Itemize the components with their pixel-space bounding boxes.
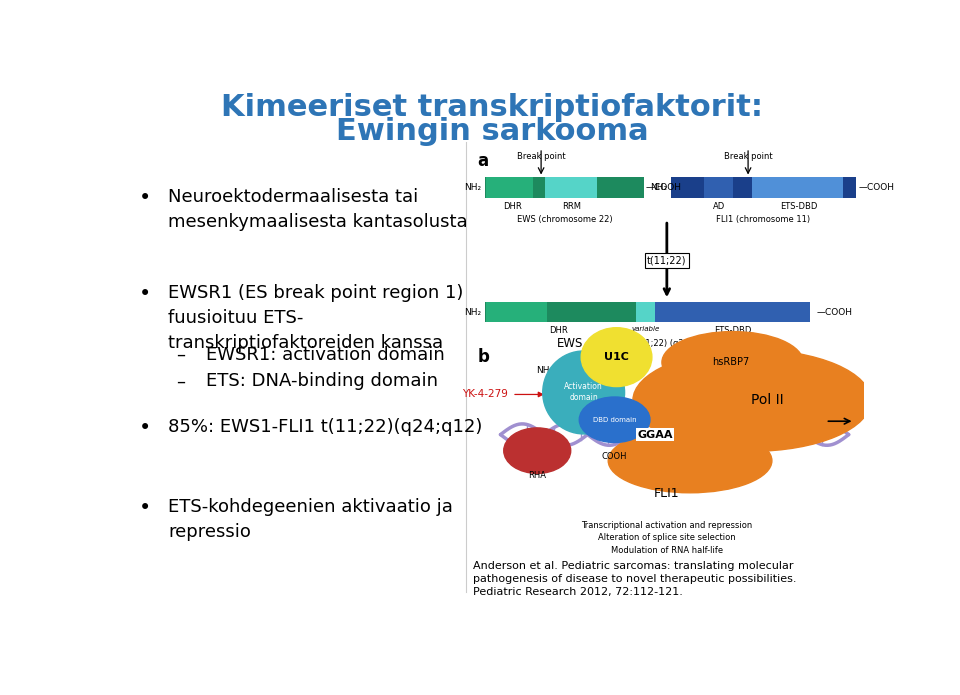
Text: Ewingin sarkooma: Ewingin sarkooma <box>336 117 648 146</box>
FancyBboxPatch shape <box>636 302 656 322</box>
Text: variable: variable <box>632 327 660 332</box>
FancyBboxPatch shape <box>752 177 843 198</box>
FancyBboxPatch shape <box>671 177 856 198</box>
Text: •: • <box>138 188 151 208</box>
FancyBboxPatch shape <box>704 177 732 198</box>
FancyBboxPatch shape <box>485 177 643 198</box>
Text: FLI1 (chromosome 11): FLI1 (chromosome 11) <box>716 215 810 224</box>
Text: RHA: RHA <box>528 471 546 480</box>
Text: EWS (chromosome 22): EWS (chromosome 22) <box>516 215 612 224</box>
Text: ETS-kohdegeenien aktivaatio ja
repressio: ETS-kohdegeenien aktivaatio ja repressio <box>168 498 453 541</box>
FancyBboxPatch shape <box>487 177 534 198</box>
FancyBboxPatch shape <box>545 177 597 198</box>
Text: EWS: EWS <box>557 337 584 350</box>
Ellipse shape <box>579 397 650 443</box>
Text: hsRBP7: hsRBP7 <box>712 357 750 368</box>
Text: a: a <box>477 152 489 170</box>
Text: U1C: U1C <box>604 352 629 362</box>
Text: Transcriptional activation and repression
Alteration of splice site selection
Mo: Transcriptional activation and repressio… <box>581 521 753 555</box>
Text: ETS: DNA-binding domain: ETS: DNA-binding domain <box>205 373 438 391</box>
Ellipse shape <box>662 332 804 393</box>
Text: DBD domain: DBD domain <box>592 417 636 423</box>
Text: FLI1: FLI1 <box>654 486 680 500</box>
Text: NH₂: NH₂ <box>650 183 667 192</box>
Text: —COOH: —COOH <box>858 183 895 192</box>
Text: COOH: COOH <box>602 452 628 461</box>
Text: ETS-DBD: ETS-DBD <box>780 202 817 211</box>
FancyBboxPatch shape <box>487 302 547 322</box>
Text: GGAA: GGAA <box>637 430 673 440</box>
Text: —COOH: —COOH <box>646 183 682 192</box>
Ellipse shape <box>504 428 570 473</box>
Ellipse shape <box>581 328 652 386</box>
Text: 85%: EWS1-FLI1 t(11;22)(q24;q12): 85%: EWS1-FLI1 t(11;22)(q24;q12) <box>168 418 483 436</box>
Text: DHR: DHR <box>549 327 568 336</box>
Text: EWSR1 (ES break point region 1)
fuusioituu ETS-
transkriptiofaktoreiden kanssa: EWSR1 (ES break point region 1) fuusioit… <box>168 284 464 352</box>
Text: YK-4-279: YK-4-279 <box>463 389 508 400</box>
Text: •: • <box>138 284 151 304</box>
Text: –: – <box>176 373 184 391</box>
Text: NH₂: NH₂ <box>537 366 554 375</box>
Text: ETS-DBD: ETS-DBD <box>714 327 752 336</box>
Text: b: b <box>477 348 490 366</box>
Text: AD: AD <box>713 202 725 211</box>
Text: Activation
domain: Activation domain <box>564 382 603 402</box>
Text: t(11;22): t(11;22) <box>647 255 686 265</box>
Text: —COOH: —COOH <box>816 308 852 316</box>
Text: Break point: Break point <box>724 152 773 161</box>
Text: EWSR1: activation domain: EWSR1: activation domain <box>205 345 444 363</box>
Ellipse shape <box>633 350 871 451</box>
Ellipse shape <box>609 429 772 493</box>
Text: Kimeeriset transkriptiofaktorit:: Kimeeriset transkriptiofaktorit: <box>221 93 763 122</box>
Text: EWS-FLI1 t(11;22) (q24;q12): EWS-FLI1 t(11;22) (q24;q12) <box>592 339 710 348</box>
Text: DHR: DHR <box>503 202 521 211</box>
FancyBboxPatch shape <box>485 302 636 322</box>
Text: Neuroektodermaalisesta tai
mesenkymaalisesta kantasolusta: Neuroektodermaalisesta tai mesenkymaalis… <box>168 188 468 231</box>
Text: Anderson et al. Pediatric sarcomas: translating molecular
pathogenesis of diseas: Anderson et al. Pediatric sarcomas: tran… <box>473 561 797 597</box>
FancyBboxPatch shape <box>656 302 810 322</box>
Text: –: – <box>176 345 184 363</box>
Text: •: • <box>138 498 151 518</box>
Ellipse shape <box>542 351 625 434</box>
Text: Break point: Break point <box>516 152 565 161</box>
Text: RRM: RRM <box>563 202 582 211</box>
Text: •: • <box>138 418 151 438</box>
Text: Pol II: Pol II <box>751 393 783 407</box>
Text: NH₂: NH₂ <box>465 308 481 316</box>
Text: NH₂: NH₂ <box>465 183 481 192</box>
